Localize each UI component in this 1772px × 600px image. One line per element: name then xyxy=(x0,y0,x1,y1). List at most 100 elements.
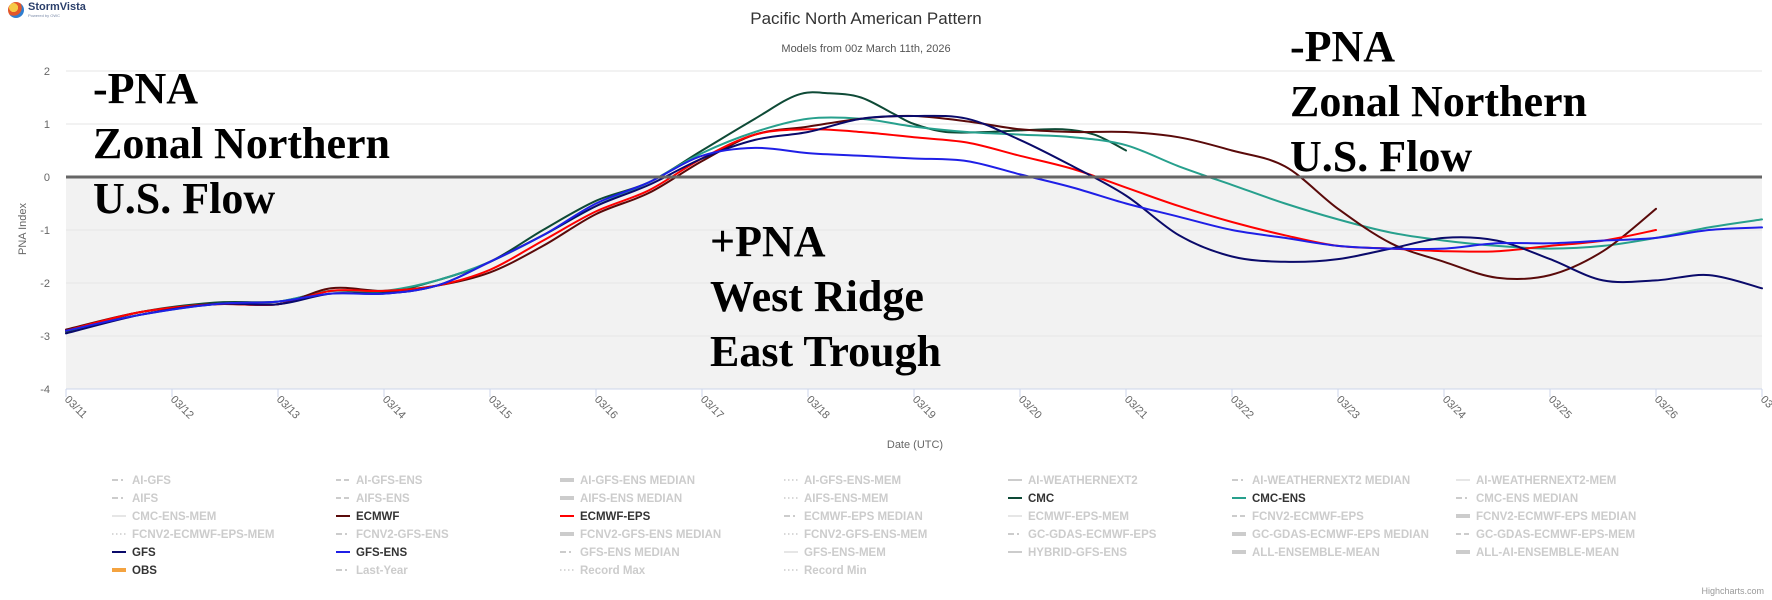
legend-item[interactable]: CMC-ENS xyxy=(1232,493,1306,505)
y-tick-label: -1 xyxy=(40,225,50,237)
brand-tagline: Powered by OWC xyxy=(28,13,61,18)
legend-label: CMC-ENS MEDIAN xyxy=(1476,493,1578,505)
legend-label: AIFS-ENS MEDIAN xyxy=(580,493,682,505)
legend-label: GC-GDAS-ECMWF-EPS xyxy=(1028,529,1157,541)
legend-label: FCNV2-ECMWF-EPS xyxy=(1252,511,1364,523)
legend-label: GFS-ENS xyxy=(356,547,407,559)
legend-label: Record Max xyxy=(580,565,646,577)
x-tick-label: 03/20 xyxy=(1016,394,1044,422)
x-tick-label: 03/13 xyxy=(274,394,302,422)
x-tick-label: 03/24 xyxy=(1440,394,1468,422)
legend-label: Last-Year xyxy=(356,565,408,577)
legend-label: AIFS xyxy=(132,493,159,505)
legend-item[interactable]: Record Min xyxy=(784,565,867,577)
legend-item[interactable]: AI-GFS-ENS MEDIAN xyxy=(560,475,695,487)
x-tick-label: 03/18 xyxy=(804,394,832,422)
legend-item[interactable]: CMC-ENS MEDIAN xyxy=(1456,493,1578,505)
legend-item[interactable]: Last-Year xyxy=(336,565,408,577)
legend-item[interactable]: GC-GDAS-ECMWF-EPS MEDIAN xyxy=(1232,529,1429,541)
legend-item[interactable]: AI-GFS xyxy=(112,475,171,487)
legend-label: CMC-ENS xyxy=(1252,493,1306,505)
legend-item[interactable]: OBS xyxy=(112,565,157,577)
legend-item[interactable]: AIFS xyxy=(112,493,159,505)
chart-subtitle: Models from 00z March 11th, 2026 xyxy=(781,43,950,55)
x-tick-label: 03/21 xyxy=(1122,394,1150,422)
legend-label: HYBRID-GFS-ENS xyxy=(1028,547,1127,559)
legend-item[interactable]: GFS-ENS xyxy=(336,547,407,559)
legend-item[interactable]: GC-GDAS-ECMWF-EPS-MEM xyxy=(1456,529,1635,541)
legend-label: Record Min xyxy=(804,565,867,577)
legend-label: AI-GFS-ENS xyxy=(356,475,423,487)
stormvista-logo[interactable]: StormVista Powered by OWC xyxy=(8,2,86,18)
legend-item[interactable]: AI-WEATHERNEXT2-MEM xyxy=(1456,475,1616,487)
annotation-text: East Trough xyxy=(710,327,941,376)
legend-item[interactable]: FCNV2-ECMWF-EPS-MEM xyxy=(112,529,274,541)
x-tick-label: 03/11 xyxy=(62,394,89,421)
legend-item[interactable]: ALL-ENSEMBLE-MEAN xyxy=(1232,547,1380,559)
legend-label: ALL-ENSEMBLE-MEAN xyxy=(1252,547,1380,559)
legend-item[interactable]: AIFS-ENS-MEM xyxy=(784,493,888,505)
legend-item[interactable]: ECMWF-EPS-MEM xyxy=(1008,511,1129,523)
chart-title: Pacific North American Pattern xyxy=(750,9,981,28)
legend-item[interactable]: FCNV2-GFS-ENS-MEM xyxy=(784,529,927,541)
legend-label: GFS-ENS MEDIAN xyxy=(580,547,680,559)
legend-label: ECMWF-EPS-MEM xyxy=(1028,511,1129,523)
legend-item[interactable]: GFS xyxy=(112,547,156,559)
logo-icon xyxy=(8,2,24,18)
legend-item[interactable]: FCNV2-ECMWF-EPS MEDIAN xyxy=(1456,511,1636,523)
legend-label: CMC xyxy=(1028,493,1054,505)
legend-item[interactable]: HYBRID-GFS-ENS xyxy=(1008,547,1127,559)
x-tick-label: 03/15 xyxy=(486,394,514,422)
legend-label: AIFS-ENS xyxy=(356,493,410,505)
legend-label: FCNV2-ECMWF-EPS MEDIAN xyxy=(1476,511,1636,523)
legend-label: ECMWF-EPS MEDIAN xyxy=(804,511,923,523)
annotation-text: West Ridge xyxy=(710,272,924,321)
x-tick-label: 03/12 xyxy=(168,394,196,422)
legend-item[interactable]: CMC xyxy=(1008,493,1054,505)
x-tick-label: 03/16 xyxy=(592,394,620,422)
legend-label: ECMWF-EPS xyxy=(580,511,651,523)
annotation-text: U.S. Flow xyxy=(93,174,275,223)
legend-item[interactable]: GFS-ENS MEDIAN xyxy=(560,547,680,559)
annotation-text: Zonal Northern xyxy=(1290,77,1587,126)
legend-item[interactable]: AI-GFS-ENS xyxy=(336,475,423,487)
legend-label: GFS xyxy=(132,547,156,559)
legend-item[interactable]: AI-WEATHERNEXT2 MEDIAN xyxy=(1232,475,1410,487)
y-axis-title: PNA Index xyxy=(17,203,29,255)
legend-item[interactable]: AIFS-ENS xyxy=(336,493,410,505)
legend-label: AI-WEATHERNEXT2 xyxy=(1028,475,1138,487)
legend-label: AI-GFS-ENS MEDIAN xyxy=(580,475,695,487)
x-axis-title: Date (UTC) xyxy=(887,439,943,451)
legend-item[interactable]: ECMWF xyxy=(336,511,399,523)
legend-item[interactable]: FCNV2-GFS-ENS MEDIAN xyxy=(560,529,721,541)
legend-label: AI-GFS-ENS-MEM xyxy=(804,475,901,487)
x-tick-label: 03/19 xyxy=(910,394,938,422)
series-line-gfs-ens[interactable] xyxy=(65,146,1763,332)
annotation-text: -PNA xyxy=(93,64,198,113)
x-tick-label: 03/26 xyxy=(1652,394,1680,422)
legend-label: GC-GDAS-ECMWF-EPS-MEM xyxy=(1476,529,1635,541)
legend-item[interactable]: FCNV2-ECMWF-EPS xyxy=(1232,511,1364,523)
annotation-text: -PNA xyxy=(1290,22,1395,71)
legend-label: FCNV2-ECMWF-EPS-MEM xyxy=(132,529,274,541)
legend-item[interactable]: CMC-ENS-MEM xyxy=(112,511,216,523)
legend-item[interactable]: GFS-ENS-MEM xyxy=(784,547,886,559)
legend-item[interactable]: ECMWF-EPS MEDIAN xyxy=(784,511,923,523)
legend-item[interactable]: AIFS-ENS MEDIAN xyxy=(560,493,682,505)
y-tick-label: -2 xyxy=(40,278,50,290)
legend-item[interactable]: FCNV2-GFS-ENS xyxy=(336,529,449,541)
legend-label: GFS-ENS-MEM xyxy=(804,547,886,559)
x-tick-label: 03/17 xyxy=(698,394,726,422)
legend-item[interactable]: ECMWF-EPS xyxy=(560,511,651,523)
legend-item[interactable]: ALL-AI-ENSEMBLE-MEAN xyxy=(1456,547,1619,559)
legend-item[interactable]: Record Max xyxy=(560,565,646,577)
legend-label: FCNV2-GFS-ENS-MEM xyxy=(804,529,927,541)
legend-label: AIFS-ENS-MEM xyxy=(804,493,888,505)
highcharts-credit[interactable]: Highcharts.com xyxy=(1701,586,1764,596)
legend-label: FCNV2-GFS-ENS MEDIAN xyxy=(580,529,721,541)
legend-item[interactable]: GC-GDAS-ECMWF-EPS xyxy=(1008,529,1157,541)
legend-item[interactable]: AI-GFS-ENS-MEM xyxy=(784,475,901,487)
y-tick-label: -3 xyxy=(40,331,50,343)
y-tick-label: 1 xyxy=(44,119,50,131)
legend-item[interactable]: AI-WEATHERNEXT2 xyxy=(1008,475,1138,487)
